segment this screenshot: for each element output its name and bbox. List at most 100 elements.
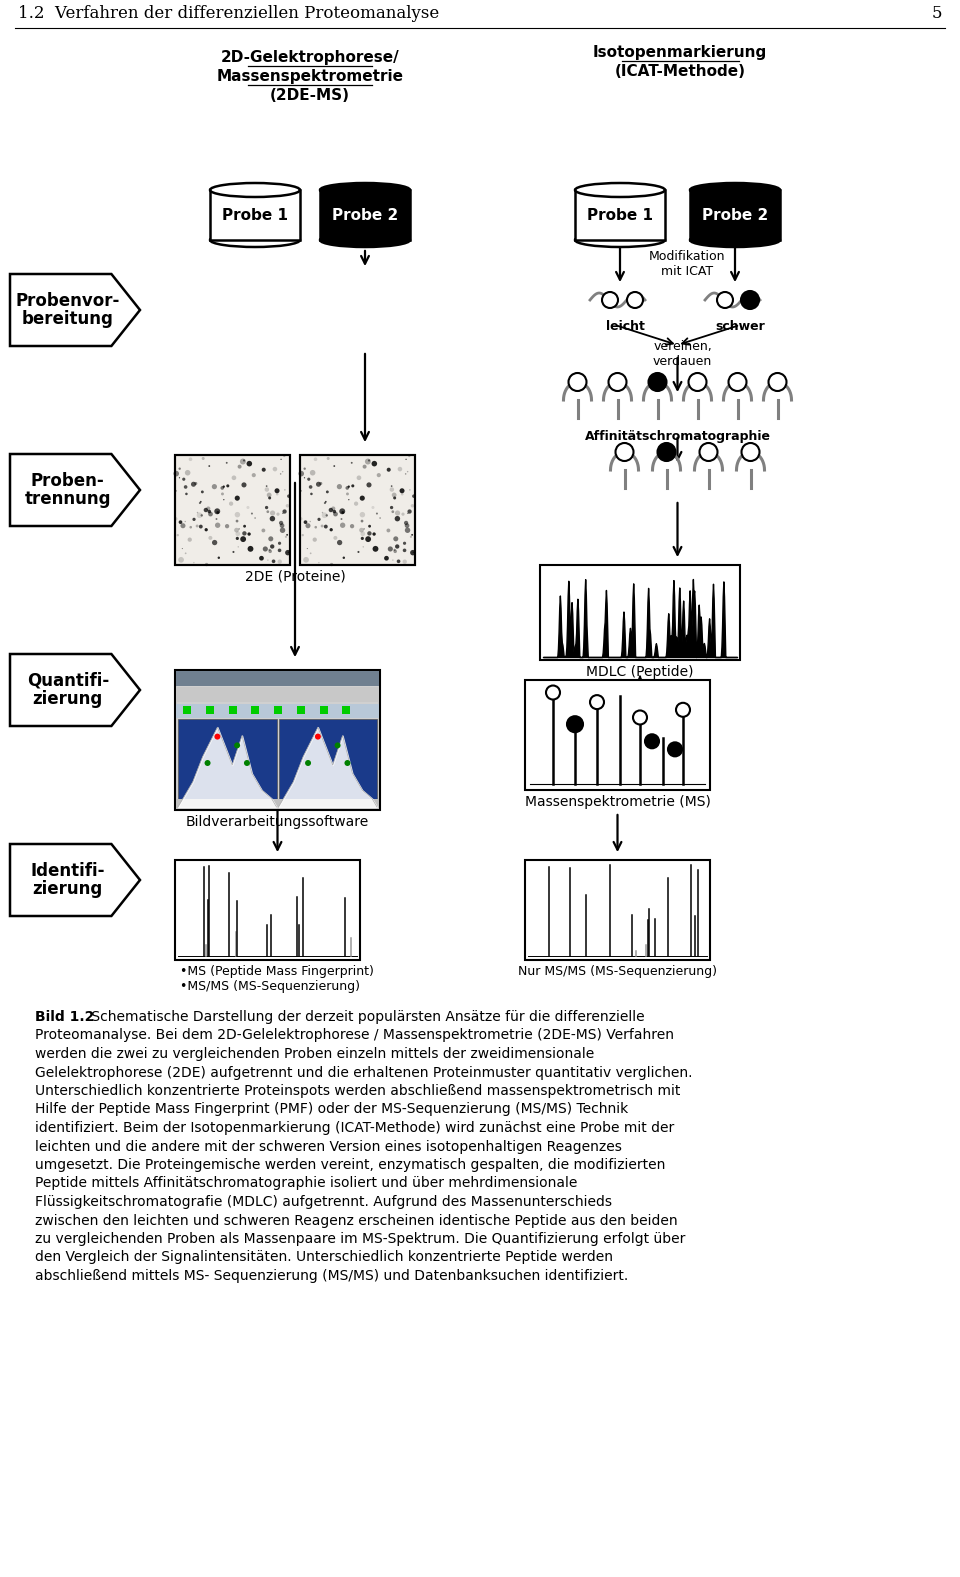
Circle shape: [310, 470, 316, 476]
Bar: [175, 859, 360, 960]
Circle shape: [401, 494, 403, 495]
Circle shape: [333, 536, 337, 539]
Text: Probe 1: Probe 1: [587, 208, 653, 222]
Circle shape: [700, 443, 717, 460]
Circle shape: [248, 546, 253, 552]
Circle shape: [394, 549, 396, 550]
Bar: [278, 719, 377, 807]
Bar: [300, 456, 415, 565]
Circle shape: [729, 374, 747, 391]
Circle shape: [204, 528, 207, 531]
Circle shape: [384, 555, 389, 560]
Circle shape: [251, 513, 252, 514]
Circle shape: [201, 490, 204, 494]
Circle shape: [405, 524, 409, 528]
Circle shape: [337, 484, 342, 489]
Circle shape: [310, 492, 313, 495]
Circle shape: [185, 492, 188, 495]
Circle shape: [394, 536, 398, 541]
Circle shape: [247, 506, 250, 509]
Text: Identifi-: Identifi-: [31, 863, 105, 880]
Circle shape: [346, 492, 348, 495]
Circle shape: [261, 528, 265, 533]
Bar: [320, 706, 327, 714]
Text: Flüssigkeitschromatografie (MDLC) aufgetrennt. Aufgrund des Massenunterschieds: Flüssigkeitschromatografie (MDLC) aufget…: [35, 1195, 612, 1210]
Circle shape: [615, 443, 634, 460]
Circle shape: [361, 536, 364, 539]
Circle shape: [395, 516, 400, 522]
Circle shape: [326, 457, 329, 460]
Bar: [175, 456, 290, 565]
Circle shape: [350, 524, 354, 528]
Circle shape: [285, 550, 291, 555]
Text: Affinitätschromatographie: Affinitätschromatographie: [585, 431, 771, 443]
Circle shape: [179, 557, 184, 563]
Circle shape: [590, 695, 604, 710]
Circle shape: [270, 544, 275, 549]
Circle shape: [180, 524, 185, 528]
Circle shape: [392, 492, 396, 497]
Circle shape: [199, 525, 203, 528]
Bar: [210, 189, 300, 240]
Circle shape: [394, 497, 396, 500]
Circle shape: [267, 492, 272, 497]
Circle shape: [376, 473, 381, 478]
Circle shape: [372, 506, 374, 509]
Circle shape: [633, 711, 647, 724]
Text: Bild 1.2: Bild 1.2: [35, 1009, 94, 1023]
Bar: [300, 456, 415, 565]
Circle shape: [319, 483, 323, 486]
Circle shape: [410, 550, 416, 555]
Circle shape: [273, 467, 277, 472]
Circle shape: [238, 465, 242, 468]
Circle shape: [177, 535, 179, 536]
Circle shape: [269, 549, 271, 550]
Circle shape: [379, 517, 381, 519]
Circle shape: [313, 538, 317, 542]
Circle shape: [412, 495, 416, 498]
Text: identifiziert. Beim der Isotopenmarkierung (ICAT-Methode) wird zunächst eine Pro: identifiziert. Beim der Isotopenmarkieru…: [35, 1121, 674, 1135]
Ellipse shape: [210, 183, 300, 197]
Circle shape: [360, 513, 365, 517]
Circle shape: [305, 760, 311, 766]
Circle shape: [303, 467, 306, 470]
Text: Hilfe der Peptide Mass Fingerprint (PMF) oder der MS-Sequenzierung (MS/MS) Techn: Hilfe der Peptide Mass Fingerprint (PMF)…: [35, 1102, 628, 1117]
Circle shape: [387, 528, 391, 533]
Circle shape: [315, 733, 321, 740]
Circle shape: [269, 549, 272, 554]
Text: Probe 2: Probe 2: [332, 208, 398, 222]
Circle shape: [184, 552, 186, 554]
Text: den Vergleich der Signalintensitäten. Unterschiedlich konzentrierte Peptide werd: den Vergleich der Signalintensitäten. Un…: [35, 1251, 613, 1265]
Text: (ICAT-Methode): (ICAT-Methode): [614, 65, 746, 79]
Text: Massenspektrometrie: Massenspektrometrie: [217, 69, 403, 84]
Circle shape: [350, 462, 352, 464]
Polygon shape: [10, 274, 140, 345]
Bar: [175, 670, 380, 811]
Circle shape: [351, 484, 354, 487]
Circle shape: [179, 520, 182, 524]
Text: Proteomanalyse. Bei dem 2D-Gelelektrophorese / Massenspektrometrie (2DE-MS) Verf: Proteomanalyse. Bei dem 2D-Gelelektropho…: [35, 1028, 674, 1042]
Text: schwer: schwer: [715, 320, 765, 333]
Circle shape: [202, 457, 204, 460]
Bar: [320, 189, 410, 240]
Circle shape: [339, 508, 346, 514]
Text: werden die zwei zu vergleichenden Proben einzeln mittels der zweidimensionale: werden die zwei zu vergleichenden Proben…: [35, 1047, 594, 1061]
Circle shape: [279, 527, 285, 533]
Circle shape: [356, 475, 361, 479]
Bar: [525, 859, 710, 960]
Circle shape: [368, 531, 372, 536]
Circle shape: [183, 486, 187, 489]
Circle shape: [354, 501, 358, 506]
Circle shape: [243, 459, 245, 462]
Circle shape: [658, 443, 676, 460]
Circle shape: [277, 560, 282, 565]
Circle shape: [546, 686, 560, 700]
Circle shape: [329, 528, 333, 531]
Circle shape: [204, 508, 208, 513]
Text: Proben-: Proben-: [31, 472, 105, 490]
Circle shape: [368, 525, 371, 528]
Circle shape: [270, 511, 276, 516]
Circle shape: [337, 539, 343, 546]
Circle shape: [396, 544, 399, 549]
Circle shape: [225, 524, 229, 528]
